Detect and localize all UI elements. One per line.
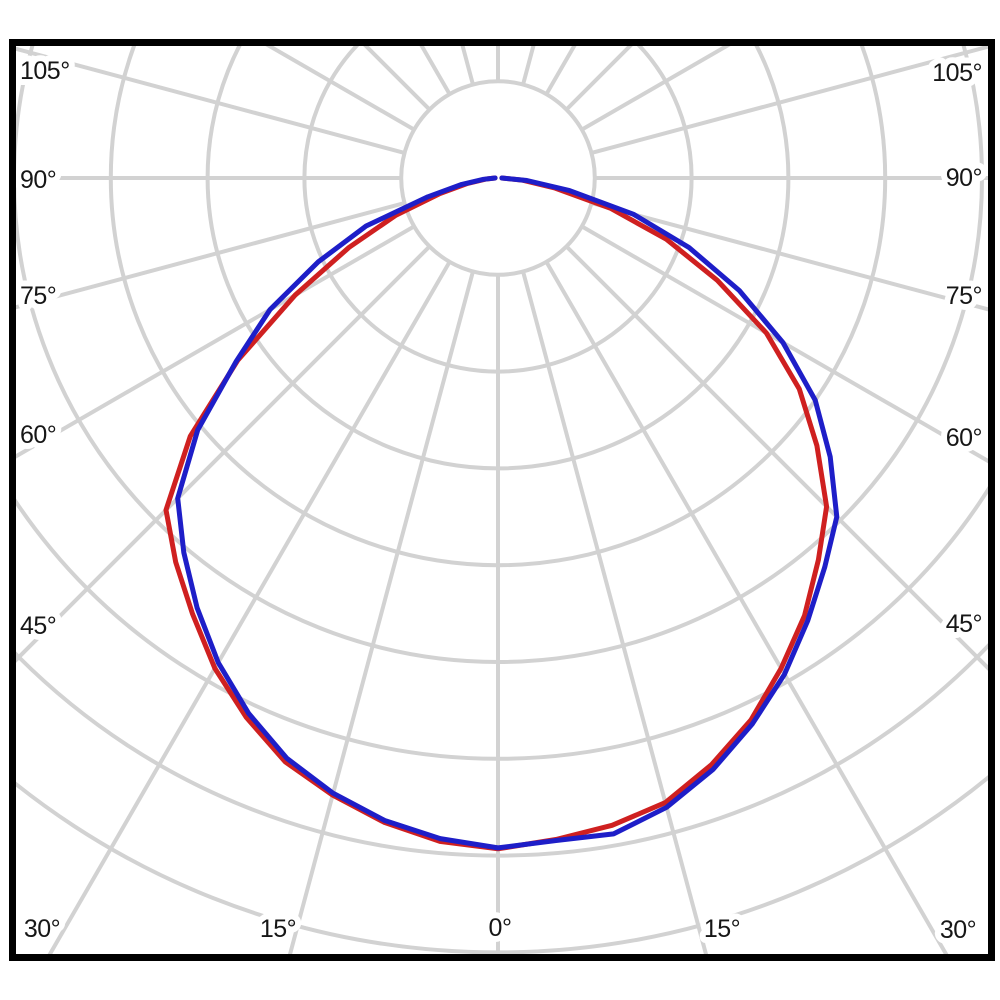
plot-border xyxy=(9,39,995,961)
grid-spoke xyxy=(16,46,406,155)
grid-spoke xyxy=(16,224,416,459)
angle-label-bottom: 30° xyxy=(24,915,60,943)
grid-spoke xyxy=(47,260,452,954)
intensity-curves xyxy=(163,175,840,852)
angle-label-right: 75° xyxy=(946,282,982,310)
blue-curve xyxy=(175,175,840,851)
grid-spoke xyxy=(544,260,949,954)
grid-spoke xyxy=(565,245,988,671)
angle-label-left: 90° xyxy=(20,166,56,194)
angle-label-right: 60° xyxy=(946,424,982,452)
angle-label-bottom: 15° xyxy=(260,915,296,943)
grid-spoke xyxy=(590,46,988,155)
angle-label-left: 45° xyxy=(20,612,56,640)
grid-spoke xyxy=(590,201,988,312)
angle-label-right: 90° xyxy=(946,164,982,192)
angle-label-left: 75° xyxy=(20,282,56,310)
angle-label-bottom: 30° xyxy=(940,916,976,944)
grid-spoke xyxy=(521,270,708,954)
angle-labels: 105° 90° 75° 60° 45° 105° 90° 75° 60° 45° 30° 15° 0°… xyxy=(14,51,989,950)
grid-spoke xyxy=(288,270,475,954)
grid-spoke xyxy=(16,201,406,310)
angle-label-bottom: 15° xyxy=(704,915,740,943)
angle-label-right: 45° xyxy=(946,610,982,638)
angle-label-right: 105° xyxy=(932,59,982,87)
angle-label-bottom: 0° xyxy=(489,914,512,942)
angle-label-left: 105° xyxy=(20,57,70,85)
grid-spoke xyxy=(16,245,431,663)
angle-label-left: 60° xyxy=(20,421,56,449)
